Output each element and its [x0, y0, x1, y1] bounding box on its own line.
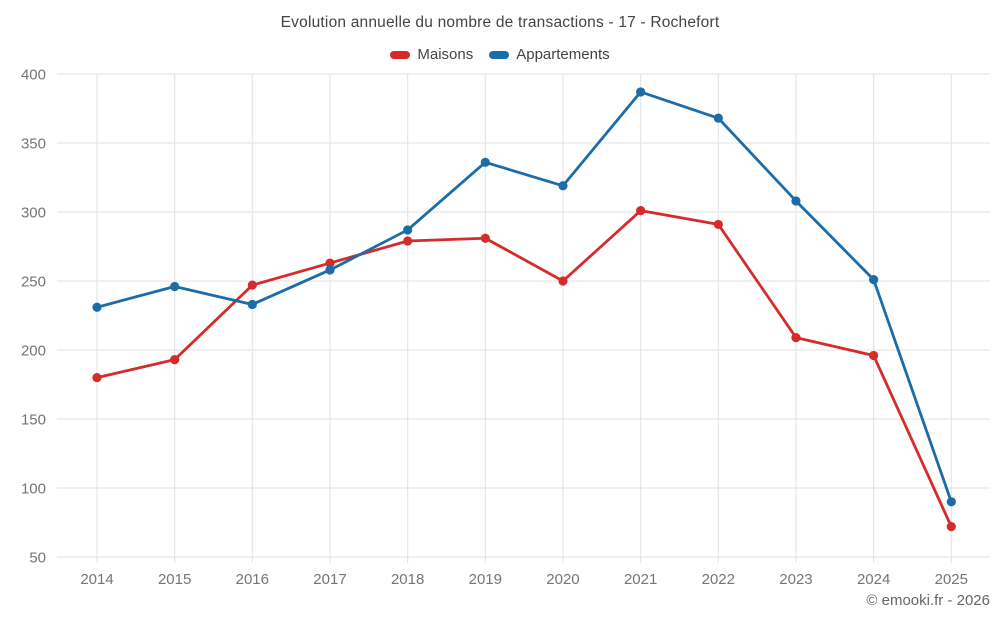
- chart-title: Evolution annuelle du nombre de transact…: [280, 14, 720, 31]
- data-point-maisons-2023[interactable]: [791, 332, 801, 343]
- x-tick-label-2016: 2016: [236, 571, 269, 588]
- data-point-maisons-2015[interactable]: [170, 355, 180, 365]
- y-tick-label-300: 300: [21, 204, 46, 221]
- data-point-maisons-2019[interactable]: [480, 233, 490, 243]
- data-point-appartements-2022[interactable]: [713, 113, 723, 123]
- data-point-maisons-2018[interactable]: [403, 236, 413, 246]
- data-point-maisons-2017[interactable]: [325, 258, 335, 268]
- data-point-maisons-2021[interactable]: [636, 206, 646, 216]
- data-point-appartements-2023[interactable]: [791, 196, 801, 206]
- y-tick-label-350: 350: [21, 135, 46, 152]
- data-point-appartements-2025[interactable]: [946, 497, 956, 507]
- data-point-appartements-2024[interactable]: [869, 275, 879, 285]
- data-point-appartements-2016[interactable]: [247, 299, 257, 310]
- x-tick-label-2024: 2024: [857, 571, 890, 588]
- data-point-maisons-2020[interactable]: [558, 276, 568, 286]
- data-point-appartements-2021[interactable]: [636, 87, 646, 97]
- series-line-maisons: [95, 209, 953, 529]
- data-point-appartements-2014[interactable]: [92, 302, 102, 312]
- legend-label-appartements: Appartements: [516, 46, 610, 63]
- maisons-swatch-icon: [390, 50, 411, 59]
- data-point-maisons-2025[interactable]: [946, 522, 956, 532]
- x-tick-label-2022: 2022: [702, 571, 735, 588]
- series-line-appartements: [95, 90, 953, 504]
- y-tick-label-150: 150: [21, 411, 46, 428]
- y-tick-label-250: 250: [21, 273, 46, 290]
- data-point-maisons-2014[interactable]: [92, 373, 102, 383]
- y-tick-label-100: 100: [21, 480, 46, 497]
- y-tick-label-200: 200: [21, 342, 46, 359]
- data-point-maisons-2024[interactable]: [869, 350, 879, 361]
- legend-label-maisons: Maisons: [417, 46, 474, 63]
- legend-item-appartements[interactable]: Appartements: [489, 46, 610, 63]
- y-tick-label-50: 50: [29, 549, 46, 566]
- chart-legend: Maisons Appartements: [0, 46, 1000, 63]
- appartements-swatch-icon: [489, 50, 510, 59]
- x-tick-label-2021: 2021: [624, 571, 657, 588]
- data-point-maisons-2022[interactable]: [713, 219, 723, 230]
- data-point-appartements-2020[interactable]: [558, 181, 568, 191]
- x-tick-label-2014: 2014: [80, 571, 113, 588]
- copyright-text: © emooki.fr - 2026: [866, 592, 990, 609]
- data-point-appartements-2017[interactable]: [325, 265, 335, 275]
- x-tick-label-2015: 2015: [158, 571, 191, 588]
- y-tick-label-400: 400: [21, 66, 46, 83]
- x-tick-label-2020: 2020: [546, 571, 579, 588]
- x-tick-label-2025: 2025: [935, 571, 968, 588]
- x-tick-label-2019: 2019: [469, 571, 502, 588]
- data-point-maisons-2016[interactable]: [247, 280, 257, 290]
- data-point-appartements-2015[interactable]: [170, 281, 180, 292]
- x-tick-label-2018: 2018: [391, 571, 424, 588]
- x-tick-label-2017: 2017: [313, 571, 346, 588]
- legend-item-maisons[interactable]: Maisons: [390, 46, 473, 63]
- x-tick-label-2023: 2023: [779, 571, 812, 588]
- data-point-appartements-2019[interactable]: [480, 157, 490, 167]
- data-point-appartements-2018[interactable]: [403, 225, 413, 235]
